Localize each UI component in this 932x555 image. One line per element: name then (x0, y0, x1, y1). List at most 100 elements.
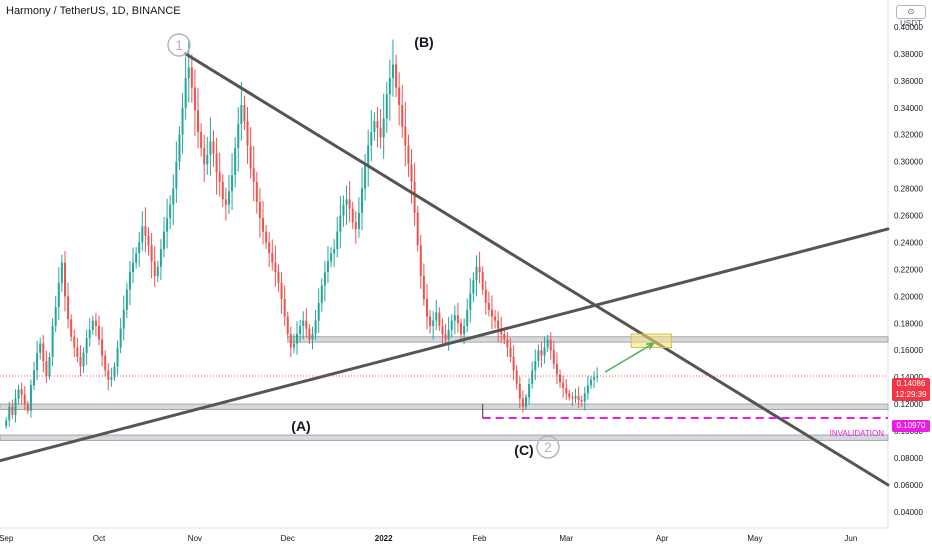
price-tick-label: 0.08000 (894, 454, 923, 463)
candle-body (376, 121, 379, 128)
candle (67, 282, 70, 329)
candle (57, 267, 60, 321)
candle-body (243, 105, 246, 122)
candle (466, 298, 469, 333)
candle-body (441, 325, 444, 335)
candle (512, 345, 515, 381)
candle-body (283, 299, 286, 317)
candle-body (438, 312, 441, 326)
candle-body (364, 164, 367, 189)
candle-body (125, 289, 128, 310)
candle (20, 382, 23, 405)
candle-body (5, 420, 8, 427)
candle-body (292, 343, 295, 348)
candle-body (528, 383, 531, 398)
candle (348, 181, 351, 223)
candle (197, 87, 200, 149)
candle-body (54, 307, 57, 326)
candle (305, 308, 308, 338)
candle (147, 227, 150, 256)
candle-body (333, 249, 336, 254)
candle (552, 340, 555, 369)
candle-body (552, 350, 555, 364)
candle (280, 272, 283, 314)
candle (361, 167, 364, 231)
candle (268, 232, 271, 267)
candle-body (357, 212, 360, 229)
candle-body (543, 347, 546, 356)
candle (326, 246, 329, 284)
candle-body (398, 87, 401, 106)
candle (166, 198, 169, 249)
candle-body (490, 309, 493, 317)
candle-body (271, 253, 274, 263)
candle (302, 311, 305, 340)
time-axis[interactable]: Sep Oct Nov Dec 2022 Feb Mar Apr May Jun (0, 534, 857, 543)
candle-body (391, 64, 394, 79)
candle-body (258, 202, 261, 219)
candle (339, 195, 342, 249)
candle-body (425, 299, 428, 317)
candle (283, 285, 286, 326)
candle-body (104, 355, 107, 371)
candle-body (147, 235, 150, 246)
time-tick-label: Nov (188, 534, 202, 543)
support-zone-2 (0, 403, 889, 410)
candle-body (184, 78, 187, 108)
candle-body (39, 343, 42, 353)
candle-body (17, 389, 20, 399)
candle (385, 82, 388, 133)
candle-body (410, 164, 413, 182)
candle (333, 239, 336, 267)
candle-body (178, 134, 181, 162)
candle-body (48, 356, 51, 376)
candle (150, 232, 153, 279)
candle-body (132, 262, 135, 273)
candle-body (265, 231, 268, 243)
candle-body (444, 334, 447, 340)
candle (354, 211, 357, 244)
candle-body (193, 87, 196, 111)
candle-body (330, 253, 333, 262)
candle (299, 319, 302, 342)
candle (320, 278, 323, 312)
candle (565, 379, 568, 400)
candle (271, 239, 274, 271)
candle-body (227, 191, 230, 205)
support-zone-3 (0, 434, 889, 441)
candle (593, 371, 596, 389)
candle-body (370, 132, 373, 146)
candle-body (85, 338, 88, 353)
candle-body (317, 303, 320, 321)
candle (308, 323, 311, 344)
candle (376, 107, 379, 148)
candle-body (373, 121, 376, 132)
candle-body (26, 404, 29, 411)
candle (60, 254, 63, 292)
candle-body (289, 334, 292, 348)
candle-body (419, 245, 422, 277)
currency-button[interactable]: ⊙ USDT (896, 5, 926, 28)
target-arrow (604, 342, 654, 373)
candle-body (382, 118, 385, 138)
time-tick-label: 2022 (375, 534, 393, 543)
candle-body (305, 320, 308, 329)
candle-body (159, 249, 162, 267)
symbol-title[interactable]: Harmony / TetherUS, 1D, BINANCE (4, 4, 183, 18)
candle (296, 321, 299, 355)
candle (589, 376, 592, 389)
candle (63, 251, 66, 312)
candle-body (255, 181, 258, 203)
candle-body (91, 320, 94, 330)
candle-body (79, 356, 82, 367)
candle (227, 174, 230, 215)
candle (577, 386, 580, 409)
candle-body (407, 145, 410, 165)
candle-body (435, 312, 438, 321)
candle-body (153, 261, 156, 277)
candle (252, 146, 255, 202)
candle (116, 340, 119, 376)
candle (391, 39, 394, 97)
